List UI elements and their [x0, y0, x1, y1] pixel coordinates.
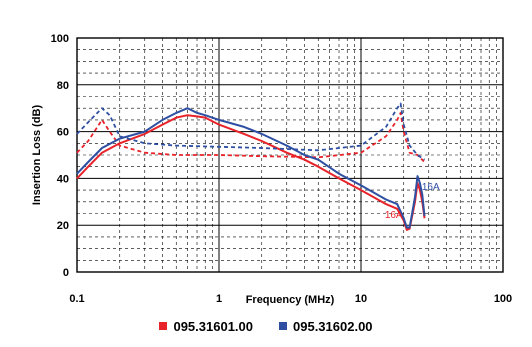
plot-frame: [76, 37, 504, 273]
y-tick-labels: 0 20 40 60 80 100: [51, 33, 69, 279]
legend-swatch: [159, 322, 168, 330]
y-tick-label: 60: [57, 127, 69, 139]
x-tick-labels: 0.1 1 10 100: [69, 293, 512, 305]
legend-item-series-2: 095.31602.00: [279, 319, 373, 334]
series-line-4: [76, 102, 426, 161]
annotation-label-1: 16A: [385, 210, 403, 221]
legend-label: 095.31602.00: [293, 318, 373, 334]
x-axis-label: Frequency (MHz): [246, 294, 335, 306]
x-tick-label: 1: [216, 293, 222, 305]
y-tick-label: 40: [57, 173, 69, 185]
y-tick-label: 20: [57, 220, 69, 232]
legend-swatch: [279, 322, 287, 330]
y-axis-label: Insertion Loss (dB): [31, 105, 43, 206]
annotation-label-2: 16A: [422, 182, 440, 193]
y-tick-label: 100: [51, 33, 69, 45]
series-layer: [76, 102, 426, 231]
annotation-layer: 16A 16A: [385, 182, 440, 221]
x-tick-label: 100: [494, 293, 512, 305]
legend: 095.31601.00 095.31602.00: [0, 316, 532, 336]
x-tick-label: 10: [355, 293, 367, 305]
legend-label: 095.31601.00: [173, 318, 253, 334]
y-tick-label: 80: [57, 80, 69, 92]
series-line-1: [76, 114, 426, 231]
y-tick-label: 0: [63, 267, 69, 279]
series-line-3: [76, 107, 426, 229]
series-line-2: [76, 112, 426, 163]
x-tick-label: 0.1: [69, 293, 84, 305]
legend-item-series-1: 095.31601.00: [159, 319, 253, 334]
